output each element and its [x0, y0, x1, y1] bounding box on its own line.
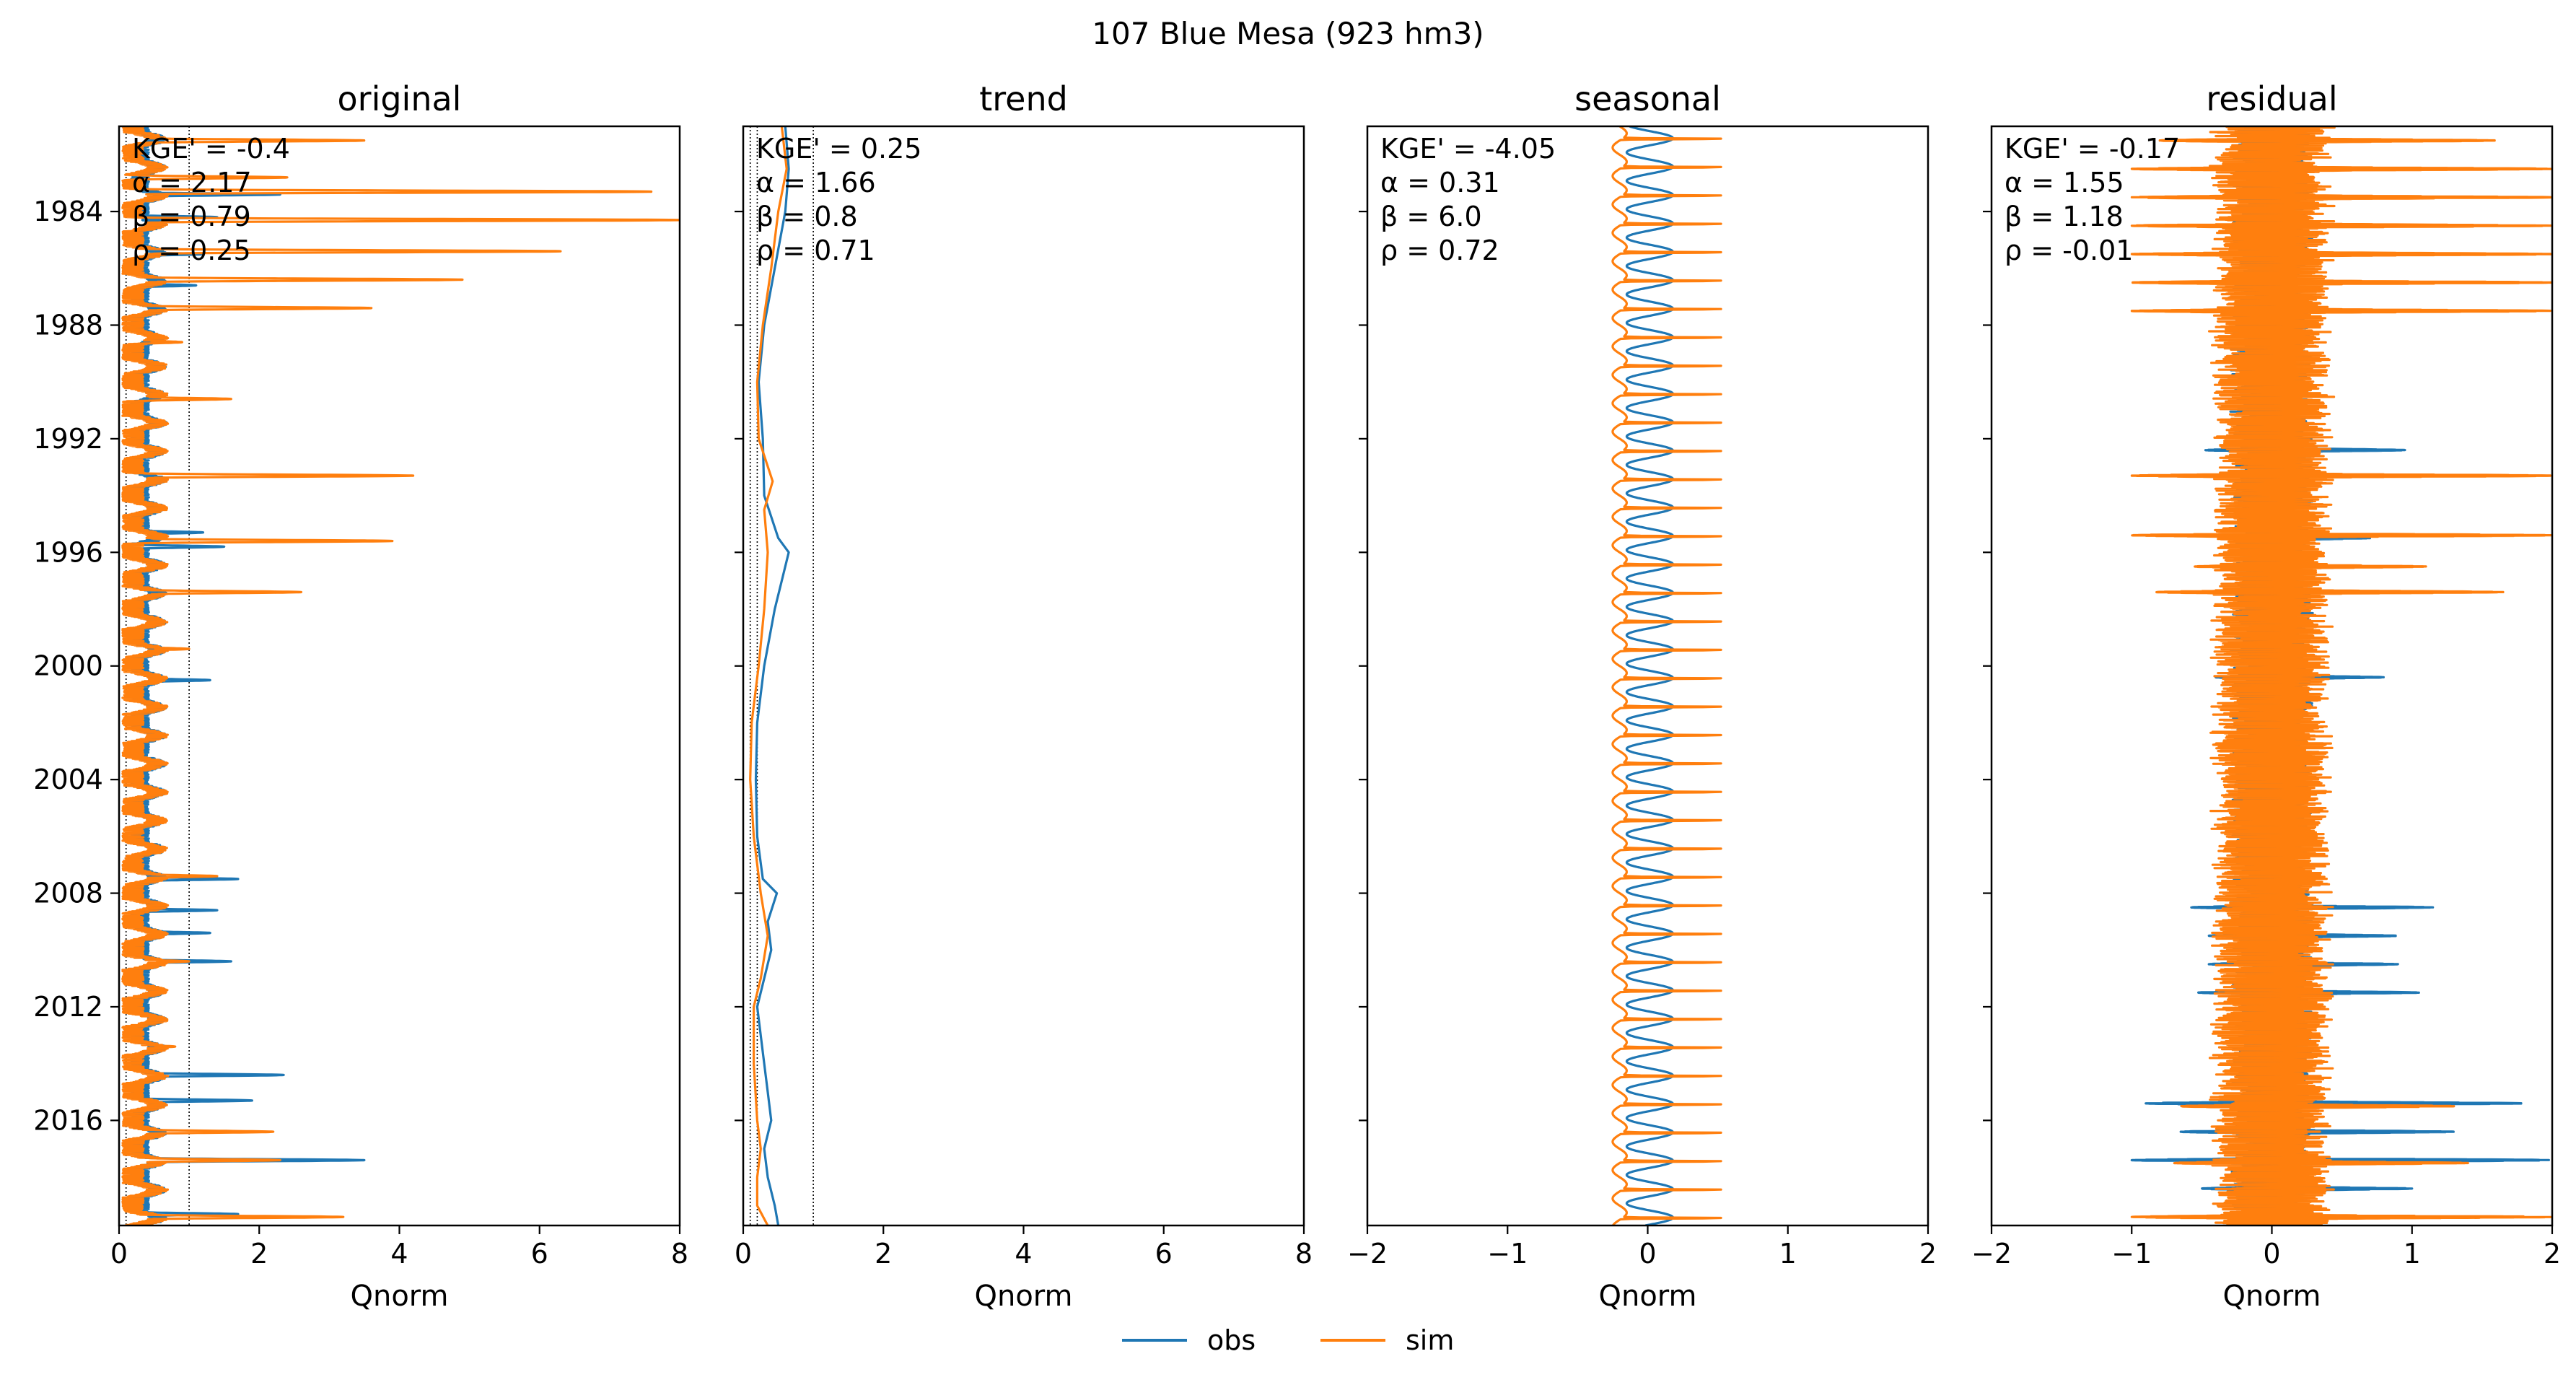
series-line-sim — [1611, 126, 1722, 1225]
y-tick-label: 1984 — [33, 196, 103, 227]
figure-suptitle: 107 Blue Mesa (923 hm3) — [1092, 16, 1484, 51]
legend: obs sim — [1122, 1324, 1454, 1356]
x-tick-label: 8 — [671, 1238, 688, 1270]
x-tick-label: −2 — [1971, 1238, 2012, 1270]
y-tick-label: 1992 — [33, 423, 103, 455]
plot-content — [749, 126, 814, 1225]
x-tick-label: 0 — [735, 1238, 752, 1270]
x-tick-label: 4 — [1015, 1238, 1032, 1270]
stat-text: β = 6.0 — [1380, 201, 1482, 232]
x-tick-label: 0 — [2263, 1238, 2280, 1270]
panel-original: original 0 2 4 6 8 Qnorm 1984 1988 1992 1996 2000 20… — [33, 79, 688, 1313]
series-line-sim — [2130, 126, 2552, 1225]
stat-text: KGE' = 0.25 — [756, 133, 921, 165]
stat-text: ρ = -0.01 — [2005, 235, 2133, 266]
stat-text: β = 1.18 — [2005, 201, 2124, 232]
plot-area — [1367, 126, 1928, 1225]
stat-text: ρ = 0.25 — [132, 235, 251, 266]
stat-text: α = 1.66 — [756, 167, 876, 198]
x-axis-label: Qnorm — [350, 1280, 448, 1313]
stat-text: ρ = 0.71 — [756, 235, 875, 266]
stat-text: β = 0.8 — [756, 201, 858, 232]
plot-content — [1611, 126, 1722, 1225]
y-tick-label: 2000 — [33, 650, 103, 682]
x-tick-label: 6 — [1155, 1238, 1173, 1270]
panel-title: original — [338, 79, 462, 118]
panel-trend: trend 0 2 4 6 8 Qnorm KGE' = 0.25α = 1.66β = 0.… — [735, 79, 1313, 1313]
panel-title: seasonal — [1574, 79, 1721, 118]
x-axis-label: Qnorm — [2222, 1280, 2321, 1313]
x-tick-label: 8 — [1295, 1238, 1313, 1270]
panel-seasonal: seasonal −2 −1 0 1 2 Qnorm KGE' = -4.05α = 0.31… — [1347, 79, 1937, 1313]
y-tick-label: 1988 — [33, 309, 103, 341]
x-tick-label: 1 — [1779, 1238, 1797, 1270]
x-tick-label: 0 — [110, 1238, 128, 1270]
plot-content — [2130, 126, 2552, 1225]
series-line-obs — [754, 126, 790, 1225]
x-tick-label: 2 — [1919, 1238, 1937, 1270]
x-tick-label: 0 — [1639, 1238, 1656, 1270]
x-tick-label: −1 — [1487, 1238, 1528, 1270]
x-axis-label: Qnorm — [974, 1280, 1072, 1313]
y-tick-label: 2016 — [33, 1104, 103, 1136]
x-tick-label: −1 — [2111, 1238, 2152, 1270]
plot-area — [119, 126, 680, 1225]
x-tick-label: 4 — [390, 1238, 408, 1270]
stat-text: β = 0.79 — [132, 201, 251, 232]
stat-text: KGE' = -4.05 — [1380, 133, 1556, 165]
panel-residual: residual −2 −1 0 1 2 Qnorm KGE' = -0.17α = 1.55… — [1971, 79, 2561, 1313]
stat-text: ρ = 0.72 — [1380, 235, 1499, 266]
x-tick-label: −2 — [1347, 1238, 1388, 1270]
panel-title: residual — [2206, 79, 2337, 118]
stat-text: α = 2.17 — [132, 167, 252, 198]
x-tick-label: 2 — [2544, 1238, 2561, 1270]
series-line-sim — [121, 126, 680, 1225]
x-tick-label: 2 — [250, 1238, 268, 1270]
series-line-sim — [749, 126, 788, 1225]
y-tick-label: 2004 — [33, 764, 103, 795]
y-tick-label: 2012 — [33, 991, 103, 1023]
stat-text: KGE' = -0.4 — [132, 133, 290, 165]
x-tick-label: 1 — [2404, 1238, 2421, 1270]
x-tick-label: 2 — [875, 1238, 892, 1270]
x-axis-label: Qnorm — [1598, 1280, 1696, 1313]
plot-content — [121, 126, 680, 1225]
legend-sim-label: sim — [1406, 1324, 1454, 1356]
legend-obs-label: obs — [1207, 1324, 1256, 1356]
stat-text: α = 1.55 — [2005, 167, 2124, 198]
y-tick-label: 2008 — [33, 878, 103, 909]
stat-text: α = 0.31 — [1380, 167, 1500, 198]
stat-text: KGE' = -0.17 — [2005, 133, 2180, 165]
y-tick-label: 1996 — [33, 536, 103, 568]
panel-title: trend — [979, 79, 1068, 118]
plot-area — [743, 126, 1304, 1225]
x-tick-label: 6 — [531, 1238, 548, 1270]
